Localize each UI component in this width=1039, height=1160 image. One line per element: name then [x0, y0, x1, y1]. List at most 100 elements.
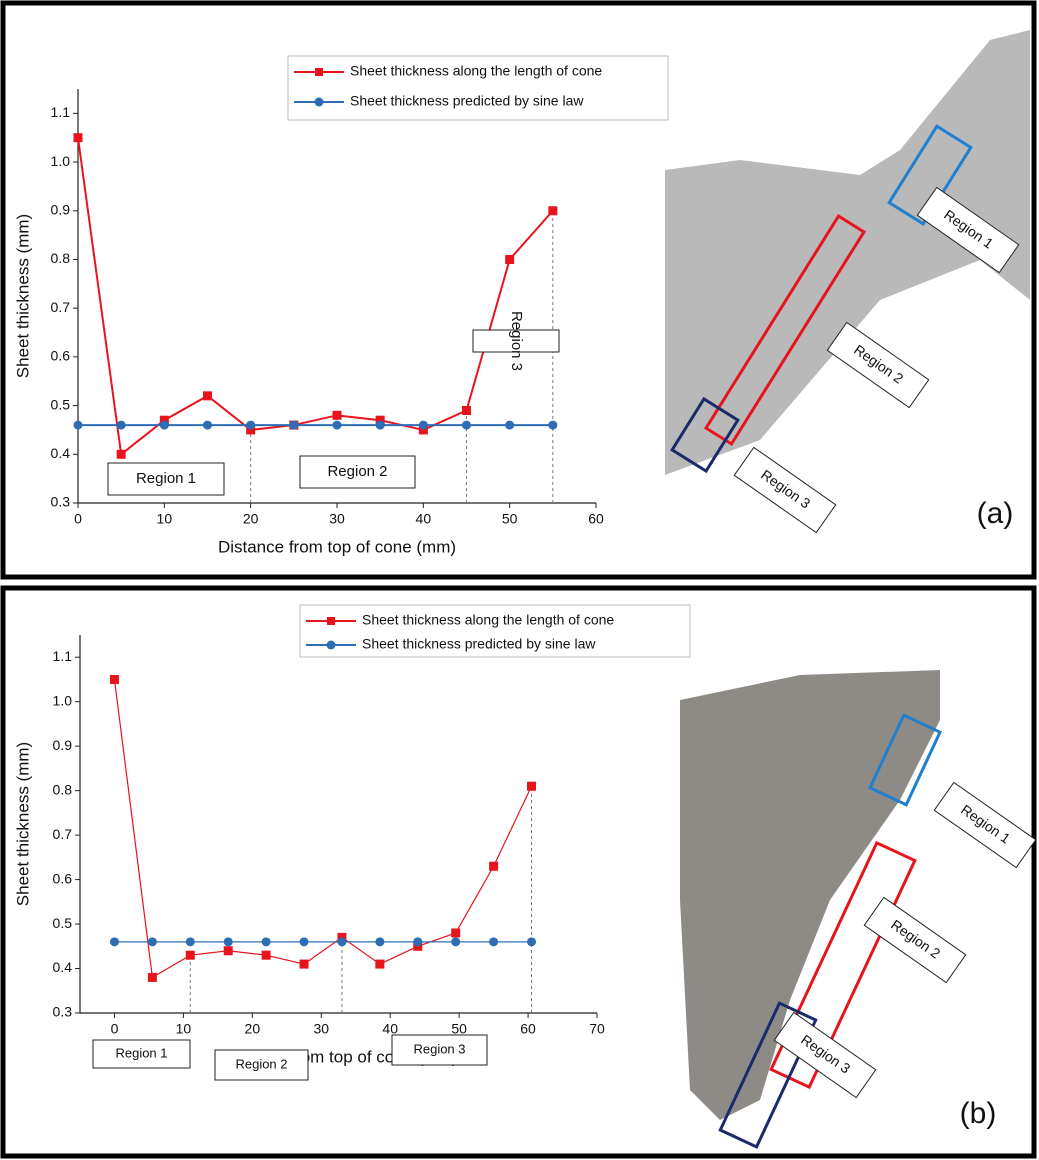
y-tick-label: 0.4 [53, 959, 73, 975]
photo-label: Region 1 [933, 781, 1037, 869]
region-label: Region 2 [299, 455, 416, 489]
marker [375, 937, 385, 947]
marker [375, 415, 385, 425]
region-label: Region 1 [107, 462, 225, 496]
marker [203, 420, 212, 430]
marker [299, 959, 309, 969]
marker [185, 937, 195, 947]
legend-marker [326, 640, 336, 650]
photo-label-box [933, 781, 1037, 869]
legend-label: Sheet thickness along the length of cone [362, 612, 614, 628]
y-tick-label: 0.6 [53, 870, 73, 886]
photo-region-outline [718, 1001, 818, 1149]
region-label: Region 3 [472, 311, 560, 371]
region-text: Region 2 [327, 463, 387, 480]
marker [337, 937, 347, 947]
y-tick-label: 1.1 [51, 104, 71, 120]
marker [73, 133, 83, 143]
region-label: Region 2 [214, 1049, 309, 1081]
x-tick-label: 70 [589, 1021, 605, 1037]
y-tick-label: 1.1 [53, 648, 73, 664]
marker [418, 420, 428, 430]
y-tick-label: 0.5 [53, 915, 73, 931]
marker [299, 937, 309, 947]
photo-label-box [863, 896, 967, 984]
panel-label: (b) [960, 1097, 997, 1130]
marker [505, 420, 515, 430]
x-tick-label: 60 [588, 511, 604, 527]
x-tick-label: 50 [451, 1021, 467, 1037]
x-tick-label: 60 [520, 1021, 536, 1037]
x-axis-label: Distance from top of cone (mm) [218, 537, 456, 556]
y-tick-label: 0.9 [53, 737, 73, 753]
series-line [113, 679, 533, 979]
x-tick-label: 40 [416, 511, 432, 527]
y-tick-label: 0.5 [51, 396, 71, 412]
region-text: Region 1 [115, 1045, 167, 1060]
marker [451, 928, 461, 938]
marker [489, 861, 499, 871]
legend-box [299, 604, 691, 658]
legend-marker [315, 68, 323, 76]
chart: 0.3 0.4 0.5 0.6 0.7 0.8 0.9 1.0 1.1 0 10 20 30 40 50 60… [10, 600, 1037, 1149]
region-text: Region 3 [508, 311, 525, 371]
x-tick-label: 0 [111, 1021, 119, 1037]
photo-label: Region 3 [733, 446, 837, 534]
region-label: Region 1 [92, 1039, 191, 1069]
marker [246, 425, 256, 435]
photo-region-outline [867, 713, 943, 807]
marker [261, 950, 271, 960]
photo-label-box [773, 1011, 877, 1099]
y-tick-label: 0.8 [53, 781, 73, 797]
photo-label-box [826, 321, 930, 409]
photo-part [680, 670, 940, 1120]
marker [451, 937, 461, 947]
y-tick-label: 0.4 [51, 445, 71, 461]
marker [462, 420, 471, 430]
marker [375, 420, 385, 430]
photo-label: Region 2 [863, 896, 967, 984]
marker [548, 420, 558, 430]
marker [332, 410, 342, 420]
x-tick-label: 20 [243, 511, 259, 527]
region-box [391, 1034, 488, 1066]
marker [527, 937, 537, 947]
region-box [92, 1039, 191, 1069]
marker [109, 937, 119, 947]
legend-marker [327, 617, 335, 625]
legend-label: Sheet thickness along the length of cone [350, 63, 602, 79]
marker [527, 781, 537, 791]
photo-part [665, 30, 1030, 475]
marker [147, 937, 157, 947]
region-label: Region 3 [391, 1034, 488, 1066]
y-tick-label: 1.0 [51, 153, 71, 169]
photo-region-outline [703, 213, 867, 447]
y-tick-label: 0.3 [53, 1004, 73, 1020]
x-tick-label: 10 [157, 511, 173, 527]
region-text: Region 1 [136, 470, 196, 487]
y-tick-label: 0.8 [51, 250, 71, 266]
y-tick-label: 0.7 [53, 826, 73, 842]
x-tick-label: 20 [245, 1021, 261, 1037]
y-tick-label: 0.9 [51, 201, 71, 217]
photo-region-outline [887, 124, 973, 226]
marker [375, 959, 385, 969]
marker [203, 391, 212, 401]
marker [109, 674, 119, 684]
marker [246, 420, 256, 430]
marker [73, 420, 83, 430]
y-tick-label: 0.6 [51, 348, 71, 364]
panel-frame [0, 585, 1037, 1159]
legend-label: Sheet thickness predicted by sine law [362, 636, 596, 652]
marker [116, 449, 126, 459]
legend-label: Sheet thickness predicted by sine law [350, 93, 584, 109]
region-box [472, 329, 560, 353]
marker [261, 937, 271, 947]
marker [223, 946, 233, 956]
x-tick-label: 40 [382, 1021, 398, 1037]
photo-label: Region 2 [826, 321, 930, 409]
y-tick-label: 0.3 [51, 494, 71, 510]
marker [147, 972, 157, 982]
